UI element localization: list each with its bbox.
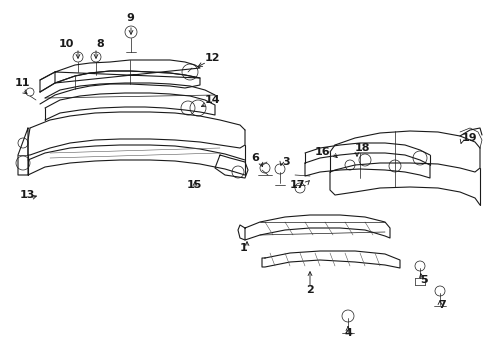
Text: 17: 17: [289, 180, 305, 190]
Text: 5: 5: [419, 275, 427, 285]
Text: 3: 3: [282, 157, 289, 167]
Text: 13: 13: [20, 190, 35, 200]
Text: 6: 6: [251, 153, 259, 163]
Text: 9: 9: [126, 13, 134, 23]
Text: 4: 4: [344, 328, 351, 338]
Text: 16: 16: [314, 147, 329, 157]
Text: 7: 7: [437, 300, 445, 310]
Text: 12: 12: [204, 53, 220, 63]
Text: 19: 19: [461, 133, 477, 143]
Text: 2: 2: [305, 285, 313, 295]
Text: 10: 10: [59, 39, 74, 49]
Text: 15: 15: [186, 180, 202, 190]
Text: 14: 14: [204, 95, 220, 105]
Text: 11: 11: [15, 78, 30, 88]
Text: 1: 1: [239, 243, 246, 253]
Text: 18: 18: [354, 143, 370, 153]
Text: 8: 8: [96, 39, 103, 49]
